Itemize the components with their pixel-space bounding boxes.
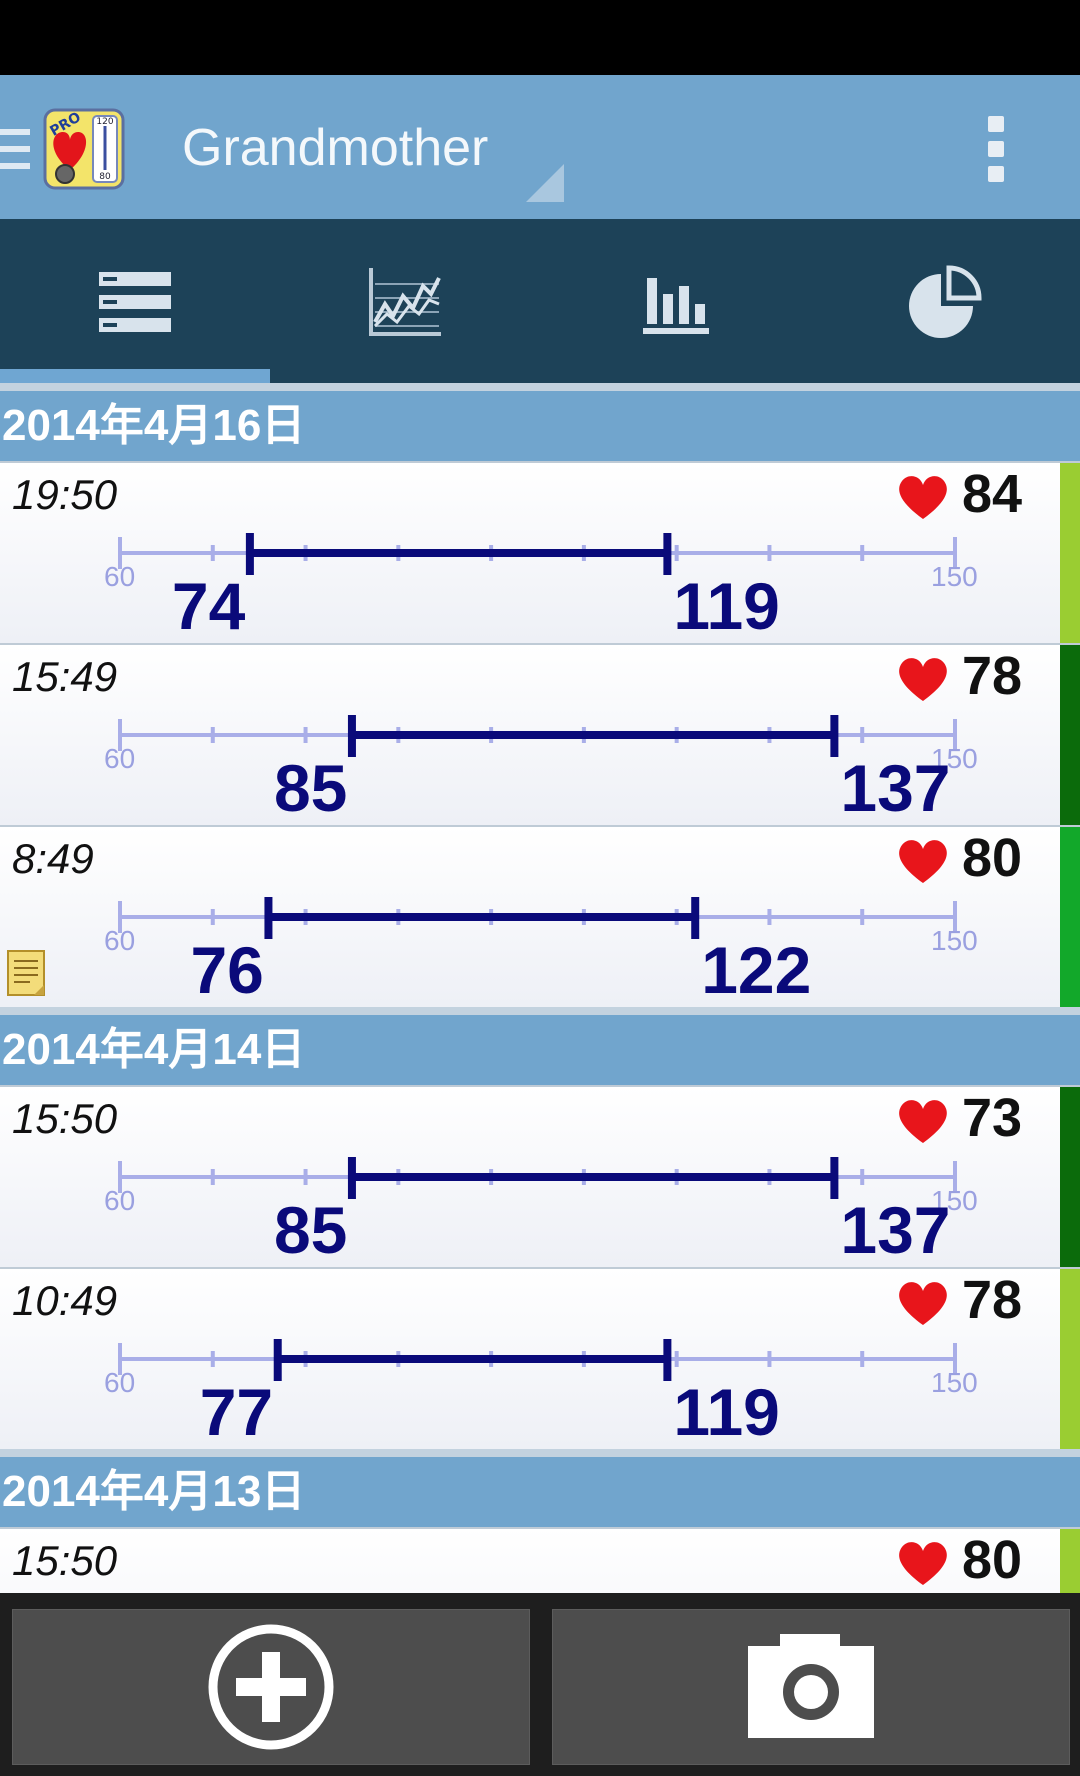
reading-time: 10:49 [12,1277,118,1324]
reading-row[interactable]: 15:49 78 60 150 85 137 [0,645,1080,825]
bp-range-scale [118,897,957,939]
reading-row[interactable]: 19:50 84 60 150 74 119 [0,463,1080,643]
scale-min-label: 60 [104,925,136,956]
diastolic-value: 85 [273,751,348,825]
heart-icon [899,1282,947,1325]
pulse-value: 78 [962,646,1023,706]
readings-list[interactable]: 2014年4月16日 19:50 84 60 150 74 119 15:49 78 60 150 8… [0,383,1080,1593]
drawer-menu-icon[interactable] [0,129,30,169]
bp-range-scale [118,533,957,575]
tab-pie-chart[interactable] [810,219,1080,383]
status-color-stripe [1060,645,1080,825]
pie-chart-icon [909,265,982,338]
pulse-value: 73 [962,1088,1023,1148]
scale-min-label: 60 [104,1185,136,1216]
diastolic-value: 74 [171,569,246,643]
heart-icon [899,1100,947,1143]
profile-title[interactable]: Grandmother [182,119,489,177]
pulse-value: 80 [962,1530,1023,1590]
tab-selected-indicator [0,369,270,383]
tab-bar [0,219,1080,383]
app-icon-top-label: 120 [96,117,113,127]
scale-max-label: 150 [931,925,978,956]
pulse-value: 78 [962,1270,1023,1330]
status-color-stripe [1060,827,1080,1007]
scale-min-label: 60 [104,1367,136,1398]
heart-icon [899,840,947,883]
tab-line-chart[interactable] [270,219,540,383]
diastolic-value: 77 [199,1375,274,1449]
overflow-menu-icon[interactable] [986,116,1006,182]
status-bar [0,0,1080,75]
heart-icon [899,476,947,519]
reading-time: 15:49 [12,653,118,700]
plus-circle-icon [208,1624,334,1750]
date-header: 2014年4月13日 [0,1449,1080,1527]
heart-icon [899,658,947,701]
bp-range-scale [118,715,957,757]
camera-icon [748,1634,874,1738]
pulse-value: 84 [962,464,1023,524]
profile-dropdown-icon[interactable] [526,164,564,202]
tab-bar-chart[interactable] [540,219,810,383]
scale-min-label: 60 [104,743,136,774]
status-color-stripe [1060,1529,1080,1593]
systolic-value: 137 [840,751,951,825]
add-entry-button[interactable] [12,1609,530,1765]
bar-chart-icon [643,278,709,334]
bp-range-scale [118,1157,957,1199]
heart-icon [899,1542,947,1585]
scale-max-label: 150 [931,1185,978,1216]
reading-time: 8:49 [12,835,94,882]
systolic-value: 137 [840,1193,951,1267]
scale-min-label: 60 [104,561,136,592]
systolic-value: 119 [673,569,780,643]
diastolic-value: 76 [190,933,264,1007]
status-color-stripe [1060,1087,1080,1267]
diastolic-value: 85 [273,1193,348,1267]
reading-time: 15:50 [12,1095,118,1142]
reading-row[interactable]: 15:50 73 60 150 85 137 [0,1087,1080,1267]
scale-max-label: 150 [931,561,978,592]
reading-row[interactable]: 8:49 80 60 150 76 122 [0,827,1080,1007]
note-icon[interactable] [6,949,48,997]
line-chart-icon [369,268,441,336]
bp-range-scale [118,1339,957,1381]
reading-row[interactable]: 15:508060150 [0,1529,1080,1593]
scale-max-label: 150 [931,1367,978,1398]
systolic-value: 119 [673,1375,780,1449]
systolic-value: 122 [701,933,812,1007]
list-icon [99,272,171,332]
status-color-stripe [1060,463,1080,643]
reading-time: 15:50 [12,1537,118,1584]
app-logo-icon[interactable]: 120 80 PRO [43,108,125,190]
reading-time: 19:50 [12,471,118,518]
app-icon-bottom-label: 80 [99,172,111,182]
date-header: 2014年4月16日 [0,383,1080,461]
scale-max-label: 150 [931,743,978,774]
reading-row[interactable]: 10:49 78 60 150 77 119 [0,1269,1080,1449]
status-color-stripe [1060,1269,1080,1449]
bottom-action-bar [0,1593,1080,1776]
tab-list[interactable] [0,219,270,383]
pulse-value: 80 [962,828,1023,888]
date-header: 2014年4月14日 [0,1007,1080,1085]
camera-button[interactable] [552,1609,1070,1765]
